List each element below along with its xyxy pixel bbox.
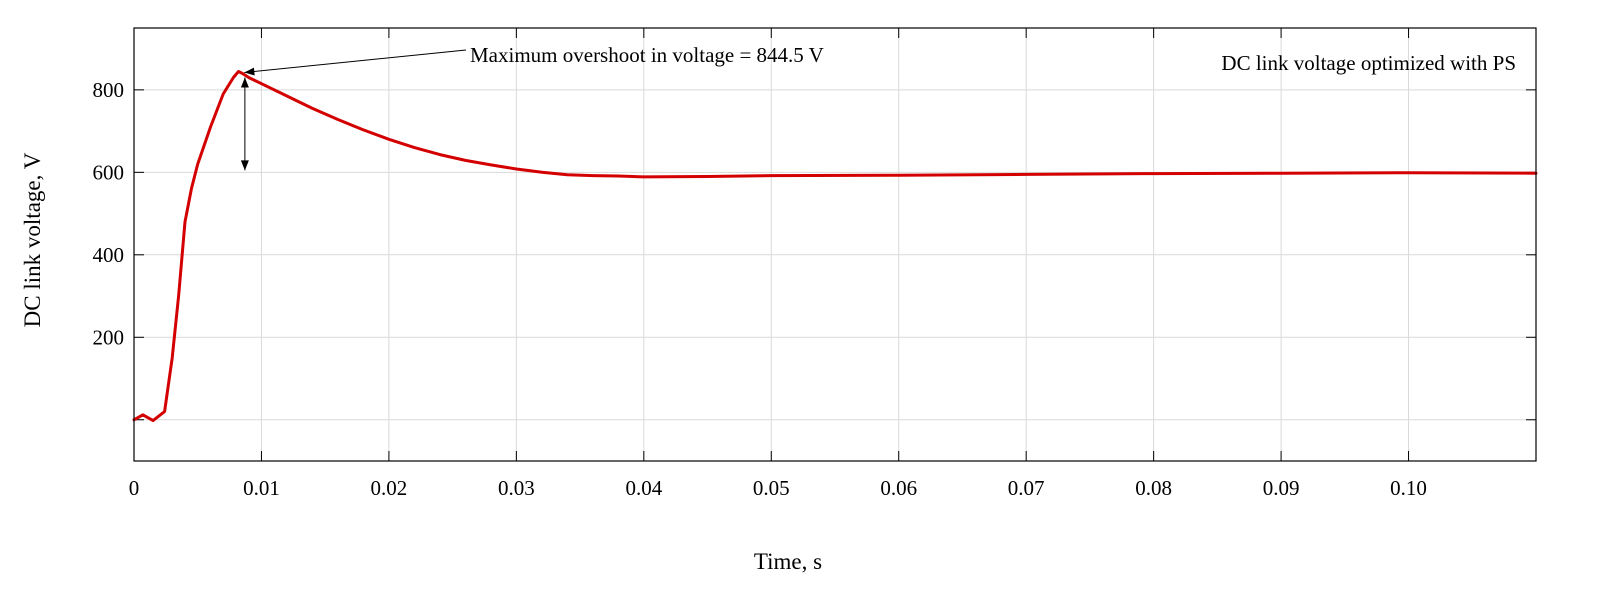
data-series [132,70,1538,423]
optimization-note: DC link voltage optimized with PS [1221,51,1516,75]
grid [133,28,1536,461]
overshoot-leader-line [244,49,467,74]
x-tick-label: 0.09 [1263,476,1300,500]
overshoot-span-arrowhead-bottom [240,160,249,171]
x-tick-label: 0.08 [1135,476,1172,500]
x-tick-label: 0.07 [1008,476,1045,500]
overshoot-annotation: Maximum overshoot in voltage = 844.5 V [470,43,824,67]
x-tick-label: 0.02 [371,476,408,500]
x-axis-title: Time, s [754,549,822,574]
y-axis-title: DC link voltage, V [20,152,45,327]
y-tick-label: 400 [93,243,125,267]
axis-ticks [133,28,1536,461]
x-tick-label: 0 [129,476,140,500]
overshoot-span-arrowhead-top [240,77,249,88]
voltage-line [132,70,1538,423]
x-tick-label: 0.04 [625,476,662,500]
y-tick-label: 800 [93,78,125,102]
x-tick-label: 0.05 [753,476,790,500]
x-tick-label: 0.10 [1390,476,1427,500]
plot-frame [133,27,1537,462]
annotations [240,49,467,171]
overshoot-leader-arrowhead [244,67,255,76]
y-tick-label: 200 [93,325,125,349]
x-tick-label: 0.03 [498,476,535,500]
x-tick-labels: 0 0.01 0.02 0.03 0.04 0.05 0.06 0.07 0.08 0.09 0.1… [129,476,1427,500]
x-tick-label: 0.01 [243,476,280,500]
y-tick-label: 600 [93,160,125,184]
y-tick-labels: 200 400 600 800 [93,78,125,349]
x-tick-label: 0.06 [880,476,917,500]
